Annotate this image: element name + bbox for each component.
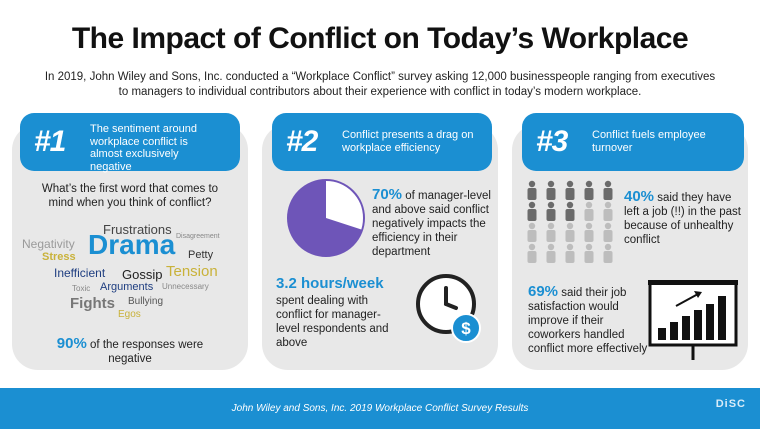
- person-icon: [527, 222, 537, 242]
- panel-2-number: #2: [286, 125, 318, 158]
- panel-1-question: What’s the first word that comes to mind…: [41, 183, 219, 209]
- person-icon: [527, 180, 537, 200]
- word-unnecessary: Unnecessary: [162, 282, 209, 291]
- efficiency-pie-chart: [287, 179, 365, 257]
- person-icon: [603, 243, 613, 263]
- panel-2-stat1-block: 70% of manager-level and above said conf…: [372, 186, 492, 259]
- banner-1: #1 The sentiment around workplace confli…: [20, 113, 240, 173]
- panel-1-stat-text: of the responses were negative: [90, 339, 204, 365]
- person-icon: [584, 243, 594, 263]
- panel-1-stat-block: 90% of the responses were negative: [40, 335, 220, 366]
- page-title: The Impact of Conflict on Today’s Workpl…: [71, 22, 689, 55]
- footer-text: John Wiley and Sons, Inc. 2019 Workplace…: [231, 403, 529, 414]
- panel-3-stat1-block: 40% said they have left a job (!!) in th…: [624, 188, 744, 247]
- panel-2-stat1: 70%: [372, 186, 403, 203]
- growth-chart-icon: [648, 280, 738, 360]
- person-icon: [546, 201, 556, 221]
- person-icon: [565, 243, 575, 263]
- person-icon: [603, 222, 613, 242]
- panel-3-stat2: 69%: [528, 283, 559, 300]
- banner-3: #3 Conflict fuels employee turnover: [522, 113, 744, 171]
- word-bullying: Bullying: [128, 296, 164, 307]
- panel-2-stat2: 3.2 hours/week: [276, 275, 384, 292]
- person-icon: [603, 180, 613, 200]
- panel-3-stat1-text: said they have left a job (!!) in the pa…: [624, 192, 741, 246]
- word-tension: Tension: [166, 263, 218, 280]
- word-arguments: Arguments: [100, 281, 154, 293]
- panel-3-stat2-text: said their job satisfaction would improv…: [528, 287, 648, 355]
- word-egos: Egos: [118, 309, 141, 320]
- word-disagreement: Disagreement: [176, 233, 220, 240]
- clock-icon: $: [416, 274, 481, 343]
- person-icon: [546, 243, 556, 263]
- panel-1-heading: The sentiment around workplace conflict …: [90, 123, 198, 173]
- person-icon: [565, 201, 575, 221]
- word-stress: Stress: [42, 251, 76, 263]
- word-toxic: Toxic: [72, 284, 91, 293]
- person-icon: [565, 180, 575, 200]
- panel-1-number: #1: [34, 125, 66, 158]
- panel-3-stat1: 40%: [624, 188, 655, 205]
- word-drama: Drama: [88, 229, 176, 260]
- panel-3-heading: Conflict fuels employee turnover: [592, 129, 706, 154]
- banner-2: #2 Conflict presents a drag on workplace…: [272, 113, 492, 171]
- word-frustrations: Frustrations: [103, 222, 172, 237]
- pie-slice-70: [288, 180, 363, 256]
- panel-3-number: #3: [536, 125, 568, 158]
- panel-2-stat1-text: of manager-level and above said conflict…: [372, 190, 491, 258]
- panel-1-stat: 90%: [56, 335, 87, 352]
- panel-3-stat2-block: 69% said their job satisfaction would im…: [528, 283, 648, 356]
- person-icon: [527, 243, 537, 263]
- svg-text:$: $: [461, 319, 471, 338]
- dollar-icon: [451, 313, 481, 343]
- panel-2-stat2-text: spent dealing with conflict for manager-…: [276, 295, 389, 349]
- people-icon-grid: [527, 180, 613, 263]
- word-inefficient: Inefficient: [54, 266, 106, 280]
- footer-bar: [0, 388, 760, 429]
- disc-logo: DiSC: [715, 398, 746, 410]
- word-fights: Fights: [70, 295, 115, 312]
- person-icon: [584, 222, 594, 242]
- person-icon: [565, 222, 575, 242]
- person-icon: [584, 180, 594, 200]
- person-icon: [603, 201, 613, 221]
- word-petty: Petty: [188, 249, 214, 261]
- person-icon: [527, 201, 537, 221]
- panel-2-heading: Conflict presents a drag on workplace ef…: [342, 129, 474, 154]
- intro-text: In 2019, John Wiley and Sons, Inc. condu…: [44, 71, 716, 98]
- person-icon: [584, 201, 594, 221]
- person-icon: [546, 180, 556, 200]
- word-negativity: Negativity: [22, 237, 75, 251]
- person-icon: [546, 222, 556, 242]
- word-gossip: Gossip: [122, 267, 163, 282]
